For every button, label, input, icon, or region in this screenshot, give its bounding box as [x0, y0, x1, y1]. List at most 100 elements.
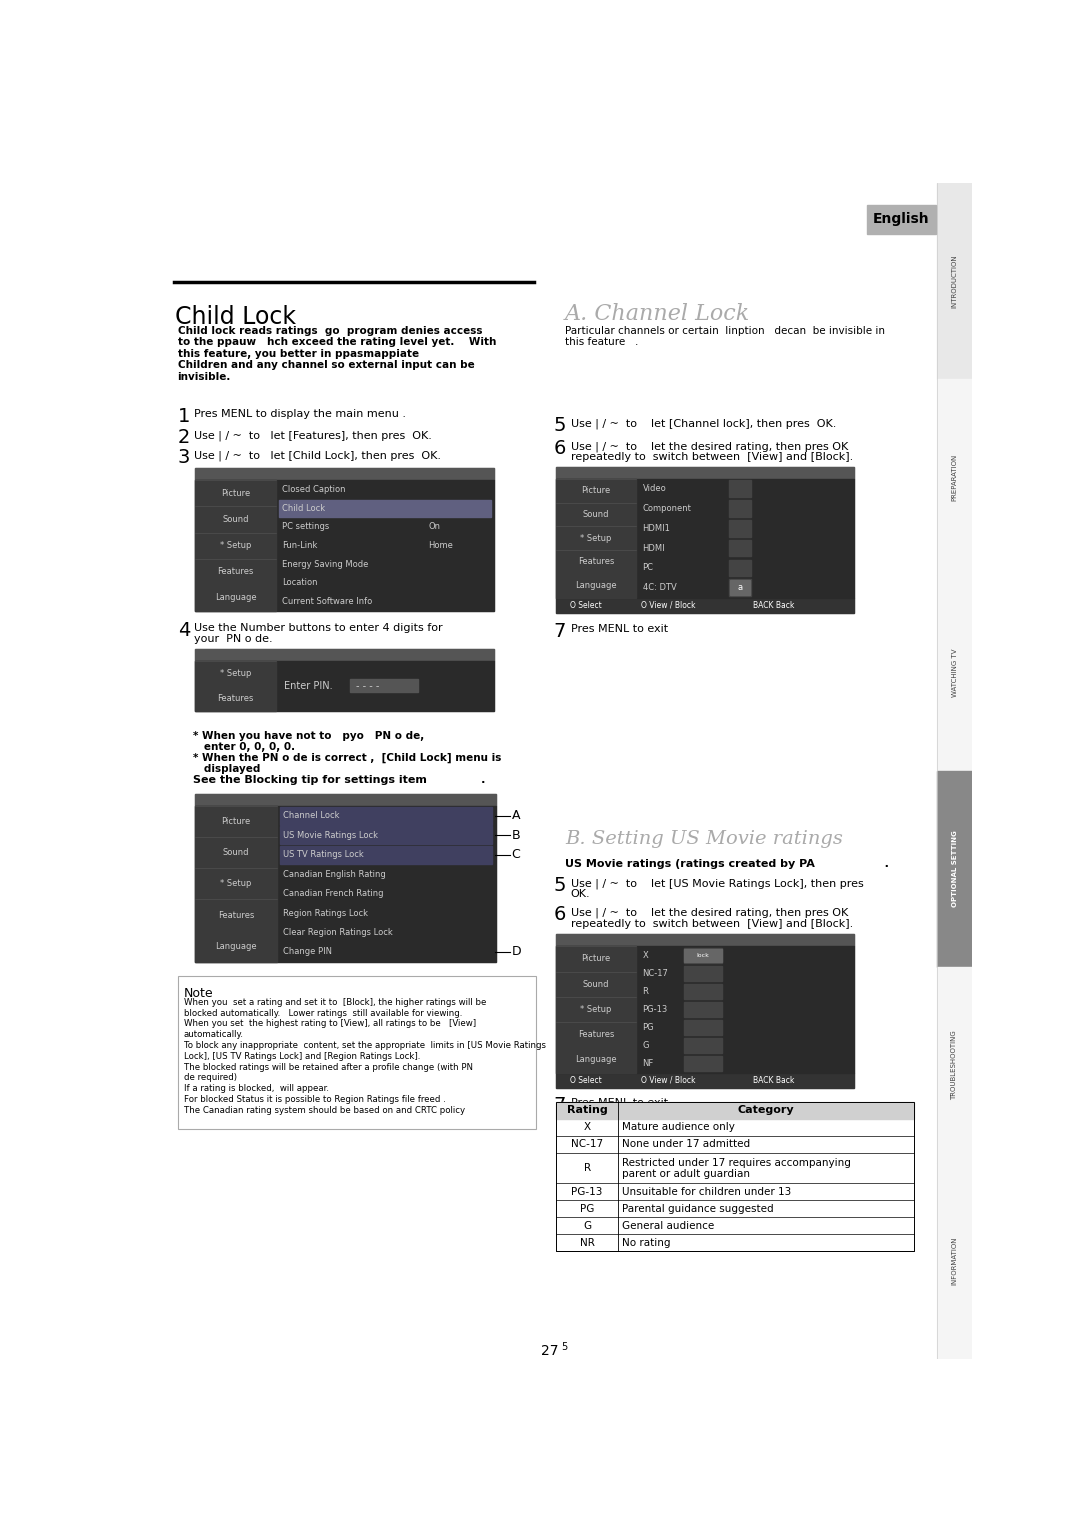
Bar	[195, 661, 276, 710]
Text: Sound: Sound	[583, 980, 609, 988]
Bar	[556, 935, 854, 1089]
Bar	[280, 826, 491, 844]
Text: Language: Language	[576, 582, 617, 589]
Text: Energy Saving Mode: Energy Saving Mode	[282, 559, 368, 568]
Text: your  PN o de.: your PN o de.	[194, 634, 272, 644]
Text: blocked automatically.   Lower ratings  still available for viewing.: blocked automatically. Lower ratings sti…	[184, 1009, 462, 1017]
Bar	[729, 481, 751, 498]
Bar	[556, 1102, 914, 1251]
Text: Picture: Picture	[221, 489, 251, 498]
Text: Mature audience only: Mature audience only	[622, 1122, 735, 1132]
Bar	[195, 649, 494, 661]
Text: * When you have not to   pyo   PN o de,: * When you have not to pyo PN o de,	[193, 731, 424, 742]
Text: * Setup: * Setup	[580, 534, 611, 542]
Bar	[556, 597, 854, 612]
Text: Clear Region Ratings Lock: Clear Region Ratings Lock	[283, 928, 393, 938]
Bar	[556, 1102, 914, 1119]
Text: No rating: No rating	[622, 1238, 671, 1248]
Text: this feature   .: this feature .	[565, 337, 638, 347]
Text: US Movie ratings (ratings created by PA                  .: US Movie ratings (ratings created by PA …	[565, 860, 889, 869]
Text: Note: Note	[184, 986, 214, 1000]
Bar	[195, 661, 494, 710]
Text: Use | / ~  to    let [US Movie Ratings Lock], then pres: Use | / ~ to let [US Movie Ratings Lock]…	[570, 878, 863, 889]
Text: 1: 1	[177, 406, 190, 426]
Text: * When the PN o de is correct ,  [Child Lock] menu is: * When the PN o de is correct , [Child L…	[193, 753, 501, 764]
Text: When you set  the highest rating to [View], all ratings to be   [View]: When you set the highest rating to [View…	[184, 1020, 476, 1029]
Text: None under 17 admitted: None under 17 admitted	[622, 1139, 751, 1150]
Text: BACK Back: BACK Back	[754, 600, 795, 609]
Text: WATCHING TV: WATCHING TV	[951, 649, 958, 698]
Text: R: R	[643, 986, 648, 996]
Bar	[195, 794, 496, 962]
Text: Use | / ~  to   let [Features], then pres  OK.: Use | / ~ to let [Features], then pres O…	[194, 431, 432, 441]
Text: to the ppauw   hch exceed the rating level yet.    With: to the ppauw hch exceed the rating level…	[177, 337, 496, 347]
Bar	[937, 379, 972, 576]
Text: D: D	[512, 945, 522, 959]
Bar	[729, 579, 751, 596]
Text: PG: PG	[580, 1203, 594, 1214]
Text: O View / Block: O View / Block	[642, 600, 696, 609]
Text: A. Channel Lock: A. Channel Lock	[565, 302, 751, 325]
Text: The blocked ratings will be retained after a profile change (with PN: The blocked ratings will be retained aft…	[184, 1063, 473, 1072]
Text: OK.: OK.	[570, 889, 590, 899]
Text: Enter PIN.: Enter PIN.	[284, 681, 333, 692]
Text: Use | / ~  to    let the desired rating, then pres OK: Use | / ~ to let the desired rating, the…	[570, 441, 848, 452]
Text: Restricted under 17 requires accompanying: Restricted under 17 requires accompanyin…	[622, 1159, 851, 1168]
Text: Lock], [US TV Ratings Lock] and [Region Ratings Lock].: Lock], [US TV Ratings Lock] and [Region …	[184, 1052, 420, 1061]
Bar	[195, 806, 496, 962]
Text: PC settings: PC settings	[282, 522, 329, 531]
Text: X: X	[643, 951, 648, 960]
Text: A: A	[512, 809, 521, 823]
Text: 5: 5	[554, 876, 566, 895]
Bar	[350, 680, 418, 692]
Text: Sound: Sound	[222, 515, 249, 524]
Text: Channel Lock: Channel Lock	[283, 811, 339, 820]
Bar	[684, 1002, 723, 1017]
Bar	[684, 967, 723, 980]
Text: Home: Home	[428, 541, 453, 550]
Text: Canadian French Rating: Canadian French Rating	[283, 889, 383, 898]
Bar	[556, 935, 854, 947]
Text: Features: Features	[218, 910, 254, 919]
Text: - - - -: - - - -	[355, 681, 379, 692]
Text: Language: Language	[215, 942, 257, 951]
Text: Pres MENL to exit: Pres MENL to exit	[570, 1098, 667, 1109]
Bar	[280, 846, 491, 864]
Text: Language: Language	[215, 592, 257, 602]
Bar	[195, 806, 276, 962]
Text: For blocked Status it is possible to Region Ratings file freed .: For blocked Status it is possible to Reg…	[184, 1095, 446, 1104]
Bar	[195, 469, 494, 611]
Text: * Setup: * Setup	[220, 669, 252, 678]
Text: O Select: O Select	[570, 1077, 602, 1084]
Text: Fun-Link: Fun-Link	[282, 541, 318, 550]
Text: 4C: DTV: 4C: DTV	[643, 583, 676, 592]
Bar	[684, 1020, 723, 1035]
Text: PREPARATION: PREPARATION	[951, 454, 958, 501]
Text: Category: Category	[738, 1106, 795, 1115]
Text: NR: NR	[580, 1238, 595, 1248]
Text: PG-13: PG-13	[571, 1186, 603, 1197]
Bar	[729, 501, 751, 518]
Text: NC-17: NC-17	[643, 968, 669, 977]
Text: Particular channels or certain  linption   decan  be invisible in: Particular channels or certain linption …	[565, 325, 886, 336]
Text: Children and any channel so external input can be: Children and any channel so external inp…	[177, 360, 474, 371]
Bar	[937, 183, 972, 379]
Text: Rating: Rating	[567, 1106, 608, 1115]
Text: English: English	[873, 212, 930, 226]
Bar	[729, 539, 751, 556]
Text: 5: 5	[562, 1342, 567, 1351]
Bar	[195, 794, 496, 806]
Text: Picture: Picture	[581, 954, 610, 964]
Text: The Canadian rating system should be based on and CRTC policy: The Canadian rating system should be bas…	[184, 1106, 465, 1115]
Text: 6: 6	[554, 906, 566, 924]
Text: NF: NF	[643, 1060, 653, 1067]
Text: parent or adult guardian: parent or adult guardian	[622, 1170, 751, 1179]
Bar	[556, 479, 636, 597]
Text: Sound: Sound	[583, 510, 609, 519]
Text: When you  set a rating and set it to  [Block], the higher ratings will be: When you set a rating and set it to [Blo…	[184, 999, 486, 1006]
Bar	[556, 467, 854, 612]
Text: Language: Language	[576, 1055, 617, 1064]
Text: 6: 6	[554, 438, 566, 458]
Text: Features: Features	[578, 557, 615, 567]
Text: NC-17: NC-17	[571, 1139, 604, 1150]
